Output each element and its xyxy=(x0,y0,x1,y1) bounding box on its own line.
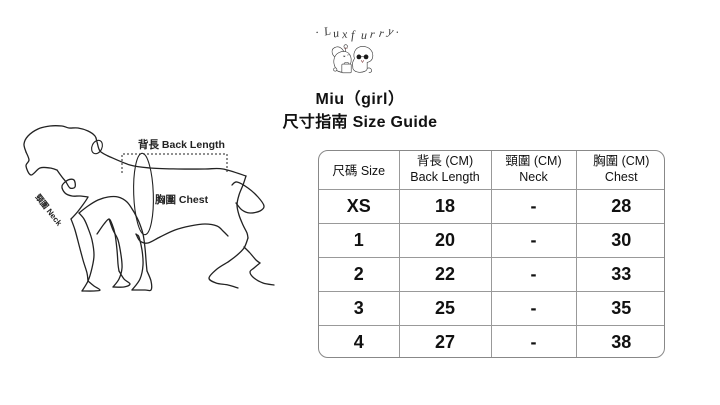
svg-text:頸圍 Neck: 頸圍 Neck xyxy=(33,193,63,228)
svg-text:胸圍 Chest: 胸圍 Chest xyxy=(155,193,209,206)
svg-text:背長 Back Length: 背長 Back Length xyxy=(138,138,225,151)
